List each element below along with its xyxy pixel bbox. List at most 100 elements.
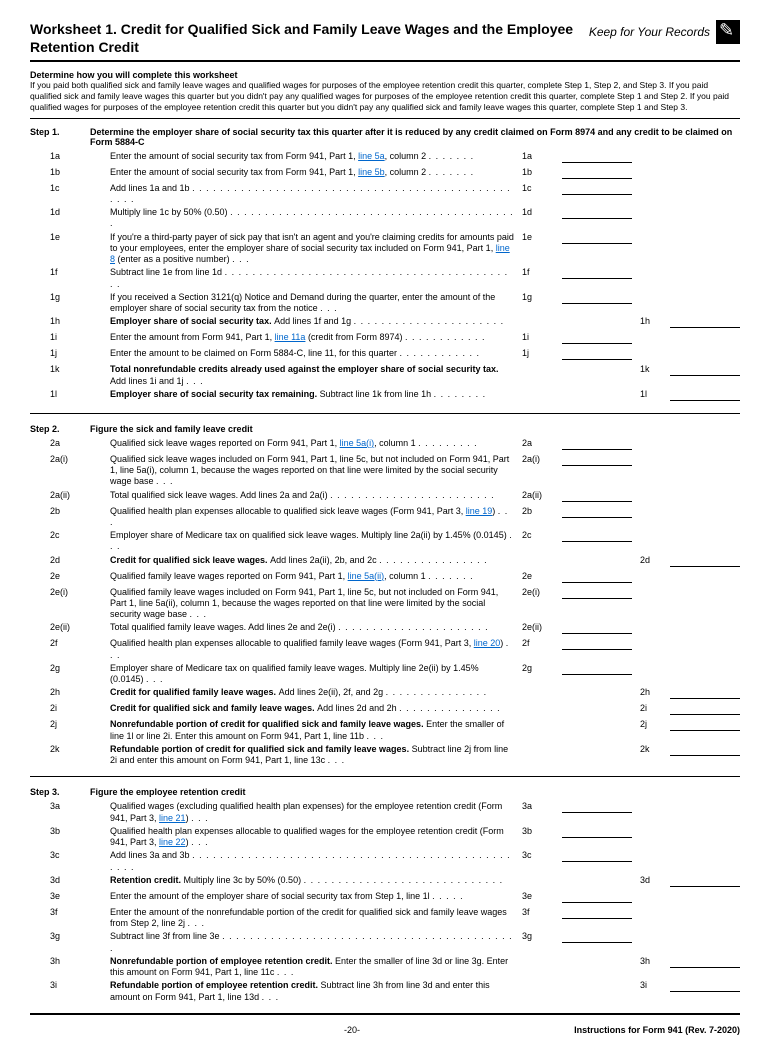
entry-blank-col1[interactable] [562, 454, 632, 466]
line-text: Qualified health plan expenses allocable… [110, 826, 518, 849]
entry-blank-col2 [670, 663, 740, 674]
entry-blank-col2[interactable] [670, 316, 740, 328]
line-ref-col1: 3g [518, 931, 558, 941]
line-number: 1j [30, 348, 110, 358]
worksheet-line: 2kRefundable portion of credit for quali… [30, 744, 740, 767]
line-text: Credit for qualified sick and family lea… [110, 703, 518, 714]
line-text: Employer share of social security tax. A… [110, 316, 518, 327]
entry-blank-col1[interactable] [562, 490, 632, 502]
worksheet-line: 2aQualified sick leave wages reported on… [30, 438, 740, 452]
entry-blank-col2[interactable] [670, 364, 740, 376]
entry-blank-col2[interactable] [670, 687, 740, 699]
entry-blank-col1[interactable] [562, 348, 632, 360]
line-text: Subtract line 3f from line 3e . . . . . … [110, 931, 518, 954]
entry-blank-col1[interactable] [562, 891, 632, 903]
line-ref-col2: 2j [632, 719, 666, 729]
line-ref-col2: 1k [632, 364, 666, 374]
entry-blank-col2[interactable] [670, 875, 740, 887]
line-number: 2a [30, 438, 110, 448]
worksheet-line: 2cEmployer share of Medicare tax on qual… [30, 530, 740, 553]
step-title: Figure the sick and family leave credit [90, 424, 740, 434]
line-text: Qualified sick leave wages reported on F… [110, 438, 518, 449]
entry-blank-col2 [670, 332, 740, 343]
line-number: 2j [30, 719, 110, 729]
line-text: Qualified health plan expenses allocable… [110, 638, 518, 661]
form-link[interactable]: line 21 [159, 813, 186, 823]
line-ref-col1: 2c [518, 530, 558, 540]
entry-blank-col1[interactable] [562, 931, 632, 943]
line-text: Qualified family leave wages reported on… [110, 571, 518, 582]
entry-blank-col2 [670, 454, 740, 465]
entry-blank-col1[interactable] [562, 571, 632, 583]
entry-blank-col1[interactable] [562, 151, 632, 163]
entry-blank-col1[interactable] [562, 232, 632, 244]
worksheet-line: 1fSubtract line 1e from line 1d . . . . … [30, 267, 740, 290]
line-number: 1h [30, 316, 110, 326]
form-link[interactable]: line 5b [358, 167, 385, 177]
step-label: Step 2. [30, 424, 90, 434]
entry-blank-col1[interactable] [562, 267, 632, 279]
entry-blank-col1[interactable] [562, 801, 632, 813]
line-number: 2a(ii) [30, 490, 110, 500]
form-link[interactable]: line 8 [110, 243, 510, 264]
worksheet-line: 2gEmployer share of Medicare tax on qual… [30, 663, 740, 686]
determine-heading: Determine how you will complete this wor… [30, 70, 740, 80]
form-link[interactable]: line 20 [474, 638, 501, 648]
entry-blank-col1[interactable] [562, 663, 632, 675]
determine-section: Determine how you will complete this wor… [30, 66, 740, 118]
entry-blank-col1[interactable] [562, 587, 632, 599]
footer-right: Instructions for Form 941 (Rev. 7-2020) [574, 1025, 740, 1035]
worksheet-line: 3fEnter the amount of the nonrefundable … [30, 907, 740, 930]
line-ref-col1: 3e [518, 891, 558, 901]
entry-blank-col1[interactable] [562, 292, 632, 304]
line-text: Add lines 1a and 1b . . . . . . . . . . … [110, 183, 518, 206]
entry-blank-col1[interactable] [562, 826, 632, 838]
form-link[interactable]: line 22 [159, 837, 186, 847]
entry-blank-col1[interactable] [562, 622, 632, 634]
form-link[interactable]: line 5a(i) [340, 438, 375, 448]
line-text: Employer share of Medicare tax on qualif… [110, 530, 518, 553]
entry-blank-col2 [670, 907, 740, 918]
entry-blank-col2[interactable] [670, 555, 740, 567]
entry-blank-col1[interactable] [562, 530, 632, 542]
line-text: Qualified health plan expenses allocable… [110, 506, 518, 529]
entry-blank-col2[interactable] [670, 744, 740, 756]
form-link[interactable]: line 5a(ii) [348, 571, 385, 581]
line-number: 2e [30, 571, 110, 581]
entry-blank-col1[interactable] [562, 332, 632, 344]
entry-blank-col1[interactable] [562, 850, 632, 862]
line-number: 2b [30, 506, 110, 516]
line-text: Total qualified sick leave wages. Add li… [110, 490, 518, 501]
entry-blank-col1[interactable] [562, 207, 632, 219]
line-number: 2f [30, 638, 110, 648]
form-link[interactable]: line 5a [358, 151, 385, 161]
worksheet-line: 1jEnter the amount to be claimed on Form… [30, 348, 740, 362]
line-number: 3c [30, 850, 110, 860]
step-label: Step 3. [30, 787, 90, 797]
form-link[interactable]: line 19 [466, 506, 493, 516]
entry-blank-col2 [670, 801, 740, 812]
entry-blank-col1[interactable] [562, 506, 632, 518]
line-number: 3b [30, 826, 110, 836]
entry-blank-col1[interactable] [562, 438, 632, 450]
line-ref-col1: 3c [518, 850, 558, 860]
line-ref-col1: 1g [518, 292, 558, 302]
line-ref-col1: 2a [518, 438, 558, 448]
entry-blank-col2[interactable] [670, 703, 740, 715]
entry-blank-col2[interactable] [670, 956, 740, 968]
entry-blank-col1[interactable] [562, 167, 632, 179]
entry-blank-col1[interactable] [562, 183, 632, 195]
worksheet-line: 2iCredit for qualified sick and family l… [30, 703, 740, 717]
line-text: If you received a Section 3121(q) Notice… [110, 292, 518, 315]
line-text: Enter the amount of the nonrefundable po… [110, 907, 518, 930]
line-ref-col1: 2e(ii) [518, 622, 558, 632]
line-text: Nonrefundable portion of credit for qual… [110, 719, 518, 742]
line-text: If you're a third-party payer of sick pa… [110, 232, 518, 266]
form-link[interactable]: line 11a [275, 332, 306, 342]
entry-blank-col2[interactable] [670, 389, 740, 401]
entry-blank-col1[interactable] [562, 638, 632, 650]
line-number: 2a(i) [30, 454, 110, 464]
entry-blank-col2[interactable] [670, 719, 740, 731]
entry-blank-col2[interactable] [670, 980, 740, 992]
entry-blank-col1[interactable] [562, 907, 632, 919]
